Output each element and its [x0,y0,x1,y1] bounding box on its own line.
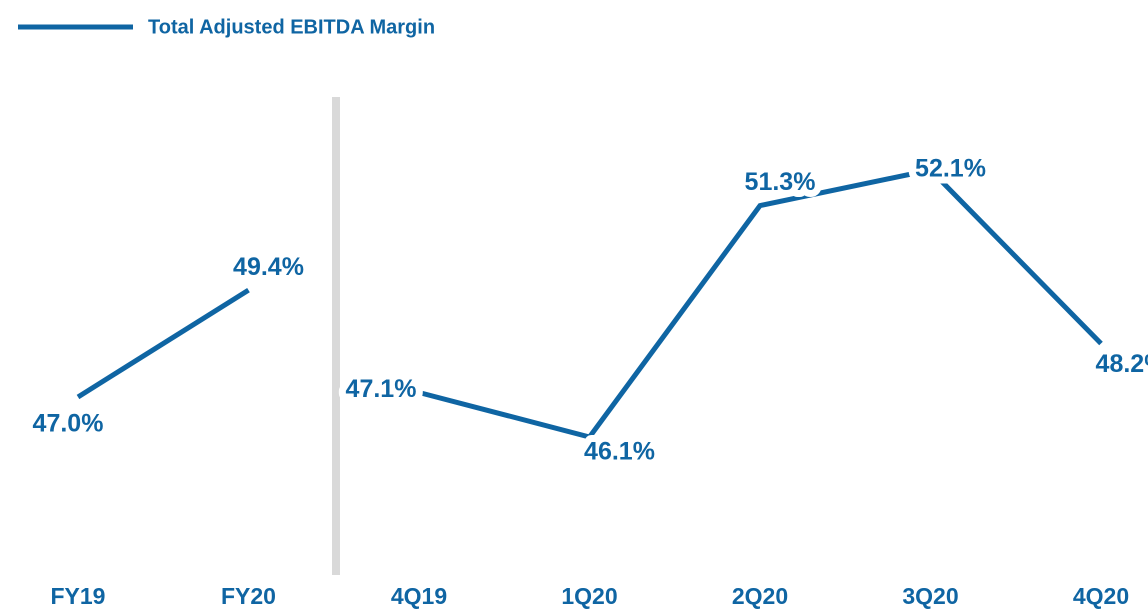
data-label: 52.1% [915,155,986,183]
line [418,167,1103,440]
x-tick-label: 4Q19 [391,583,447,609]
x-tick-label: 4Q20 [1073,583,1129,609]
legend-label: Total Adjusted EBITDA Margin [148,16,435,38]
data-label: 49.4% [233,253,304,281]
x-tick-label: 3Q20 [902,583,958,609]
data-label: 47.0% [33,410,104,438]
data-label: 46.1% [584,438,655,466]
x-tick-label: 2Q20 [732,583,788,609]
x-tick-label: FY20 [221,583,276,609]
data-label: 47.1% [346,375,417,403]
data-label: 51.3% [745,168,816,196]
x-tick-label: 1Q20 [561,583,617,609]
divider [332,97,340,575]
line [76,288,250,400]
x-tick-label: FY19 [51,583,106,609]
data-label: 48.2% [1096,350,1148,378]
